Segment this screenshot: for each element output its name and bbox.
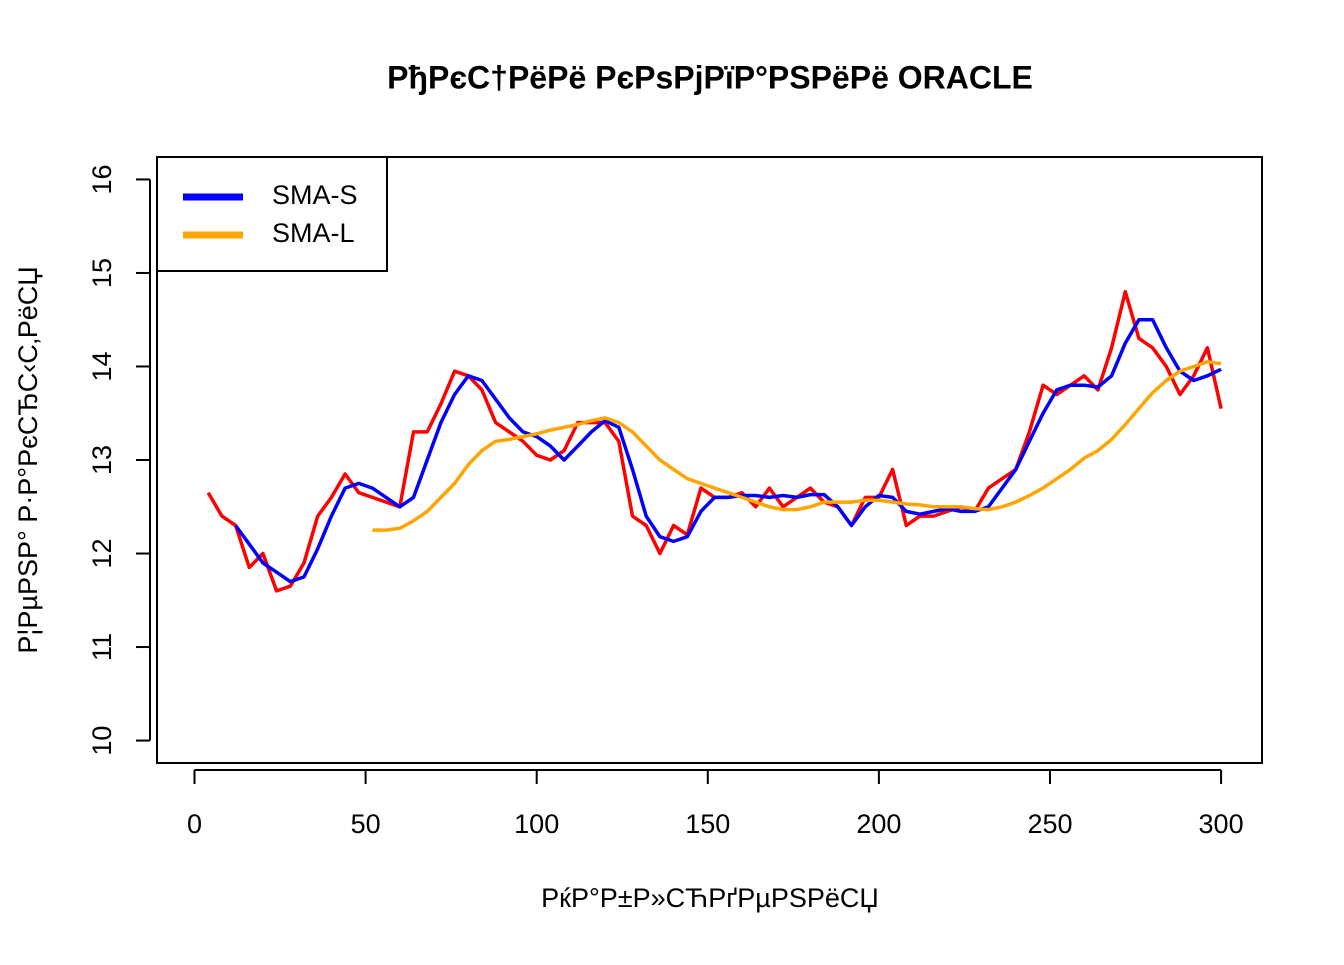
x-tick-label: 0 xyxy=(187,809,202,839)
x-tick-label: 150 xyxy=(685,809,730,839)
x-tick-label: 250 xyxy=(1027,809,1072,839)
series-line xyxy=(234,317,1222,584)
x-tick-label: 200 xyxy=(856,809,901,839)
y-tick-label: 11 xyxy=(87,633,117,661)
x-tick-label: 100 xyxy=(514,809,559,839)
x-tick-label: 300 xyxy=(1199,809,1244,839)
plot-box xyxy=(156,156,1263,764)
legend-label: SMA-L xyxy=(272,218,355,248)
y-tick-label: 16 xyxy=(87,164,117,194)
series-line xyxy=(372,360,1222,532)
legend-box xyxy=(156,156,388,272)
y-tick-label: 14 xyxy=(87,351,117,381)
chart-title: PђPєC†PëPë PєPsPjPïP°PSPëPë ORACLE xyxy=(387,59,1033,95)
y-tick-label: 15 xyxy=(87,258,117,288)
x-tick-label: 50 xyxy=(351,809,381,839)
legend-label: SMA-S xyxy=(272,180,358,210)
y-tick-label: 12 xyxy=(87,538,117,568)
x-axis-label: PќP°P±P»CЋPґPµPSPëCЏ xyxy=(541,883,879,913)
y-axis-label: P¦PµPSP° P·P°PєCЂC‹C‚PëCЏ xyxy=(13,266,43,653)
y-tick-label: 13 xyxy=(87,445,117,475)
y-tick-label: 10 xyxy=(87,726,117,756)
